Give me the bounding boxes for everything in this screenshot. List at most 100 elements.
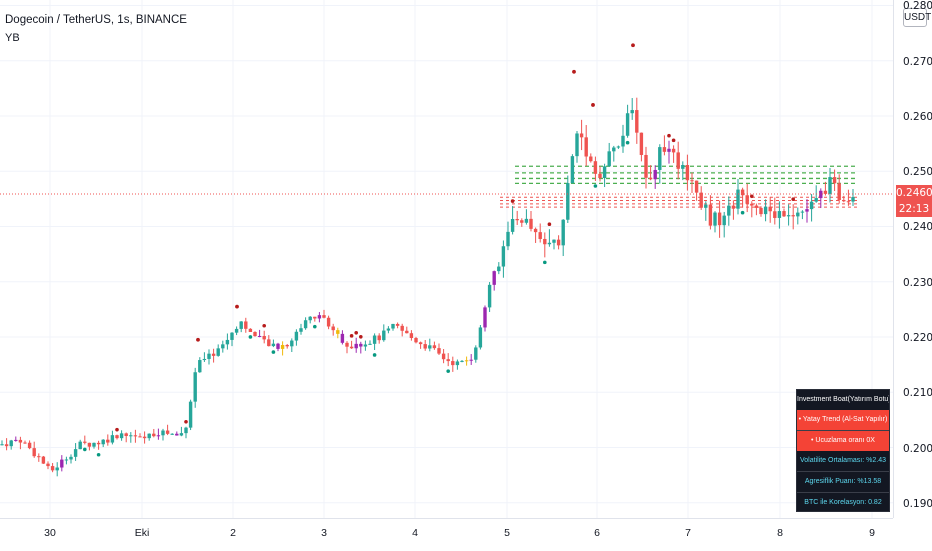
price-axis[interactable] xyxy=(893,0,932,518)
candle-body xyxy=(510,219,515,232)
candle-body xyxy=(805,209,809,212)
candle-body xyxy=(773,211,777,218)
candle-body xyxy=(423,344,427,349)
aggressiveness-score: Agresiflik Puanı: %13.58 xyxy=(797,471,889,492)
candle-body xyxy=(579,133,584,138)
candle-body xyxy=(819,190,823,199)
candle-body xyxy=(667,148,671,152)
candle-body xyxy=(487,284,492,308)
candle-body xyxy=(501,246,506,267)
candle-body xyxy=(340,333,345,343)
candle-body xyxy=(124,433,128,437)
candle-body xyxy=(432,345,437,349)
candle-body xyxy=(524,218,529,223)
current-price-value: 0.2460 xyxy=(896,187,932,199)
candle-body xyxy=(170,433,174,435)
candle-body xyxy=(267,339,271,347)
candle-body xyxy=(791,215,795,217)
buy-signal-dot xyxy=(248,335,253,339)
candle-body xyxy=(285,344,289,347)
candle-body xyxy=(55,467,59,471)
candle-body xyxy=(851,197,855,202)
candle-body xyxy=(405,330,409,334)
time-tick: 7 xyxy=(685,527,691,539)
candle-body xyxy=(538,232,542,239)
symbol-title[interactable]: Dogecoin / TetherUS, 1s, BINANCE xyxy=(5,14,187,26)
candle-body xyxy=(616,146,621,148)
candle-body xyxy=(225,339,230,345)
candle-body xyxy=(4,444,9,447)
time-axis[interactable] xyxy=(0,518,893,551)
candle-body xyxy=(368,343,372,345)
candle-body xyxy=(27,442,32,449)
candle-body xyxy=(529,218,533,229)
candle-body xyxy=(635,110,639,133)
candle-body xyxy=(584,137,588,157)
candle-body xyxy=(589,156,593,162)
candle-body xyxy=(359,343,363,347)
candlestick-series xyxy=(0,97,855,477)
sell-signal-dot xyxy=(510,199,515,203)
candle-body xyxy=(492,271,496,285)
candle-body xyxy=(690,180,694,182)
candle-body xyxy=(110,435,115,443)
sell-signal-dot xyxy=(667,133,671,138)
candle-body xyxy=(653,169,657,180)
candle-body xyxy=(138,436,142,438)
candle-body xyxy=(409,333,414,339)
candle-body xyxy=(326,317,331,327)
candle-body xyxy=(299,328,303,332)
buy-signal-dot xyxy=(593,184,598,188)
candle-body xyxy=(391,323,395,329)
candle-body xyxy=(740,189,745,196)
candle-body xyxy=(786,215,791,217)
candle-body xyxy=(115,435,119,439)
time-tick: 3 xyxy=(321,527,327,539)
candle-body xyxy=(400,325,404,331)
candle-body xyxy=(184,427,188,434)
candle-body xyxy=(625,113,630,136)
candle-body xyxy=(119,433,124,439)
candle-body xyxy=(248,328,253,332)
candle-body xyxy=(478,327,483,348)
candle-body xyxy=(152,433,156,437)
candle-body xyxy=(713,212,717,226)
trend-status: • Yatay Trend (Al-Sat Yapılır) xyxy=(797,410,889,430)
candle-body xyxy=(607,151,611,167)
candle-body xyxy=(455,361,460,366)
time-tick: 30 xyxy=(44,527,56,539)
currency-unit-button[interactable]: USDT xyxy=(903,8,931,27)
candle-body xyxy=(547,242,552,245)
candle-body xyxy=(671,148,676,153)
candle-body xyxy=(418,342,423,345)
support-resistance-levels xyxy=(500,165,858,208)
time-tick: 5 xyxy=(504,527,510,539)
candle-body xyxy=(506,231,510,247)
candle-body xyxy=(823,190,828,194)
indicator-name[interactable]: YB xyxy=(5,32,20,44)
sell-signal-dot xyxy=(262,323,267,328)
candle-body xyxy=(14,439,18,441)
candle-body xyxy=(257,335,262,337)
bar-countdown: 22:13 xyxy=(898,203,930,215)
time-tick: 9 xyxy=(869,527,875,539)
candle-body xyxy=(32,448,36,457)
sell-signal-dot xyxy=(359,335,363,339)
price-chart[interactable] xyxy=(0,0,893,518)
candle-body xyxy=(87,442,92,447)
candle-body xyxy=(83,441,87,443)
candle-body xyxy=(800,211,805,213)
candle-body xyxy=(322,315,326,318)
candle-body xyxy=(64,459,69,461)
candle-body xyxy=(630,110,634,114)
candle-body xyxy=(262,335,266,340)
candle-body xyxy=(280,344,285,349)
signal-dots xyxy=(83,43,795,457)
time-tick: 4 xyxy=(412,527,418,539)
candle-body xyxy=(483,307,487,328)
sell-signal-dot xyxy=(631,43,635,48)
candle-body xyxy=(96,442,101,445)
